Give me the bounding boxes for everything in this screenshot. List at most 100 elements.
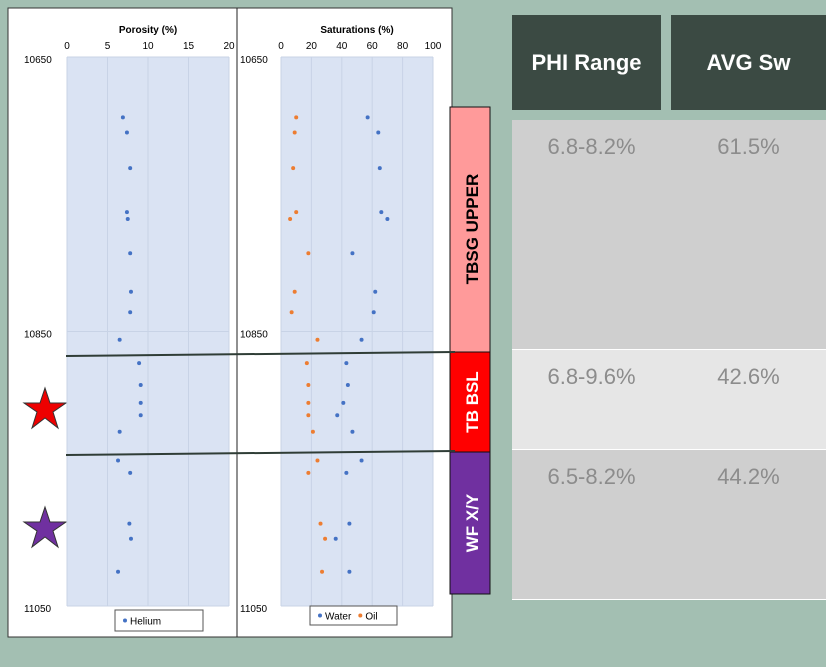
point bbox=[116, 569, 121, 574]
legend-box bbox=[114, 609, 204, 632]
point bbox=[117, 429, 122, 434]
point bbox=[306, 251, 311, 256]
legend-box bbox=[309, 605, 398, 626]
x-tick-label: 0 bbox=[278, 41, 284, 52]
point bbox=[365, 115, 370, 120]
point bbox=[125, 216, 130, 221]
point bbox=[117, 337, 122, 342]
legend-marker bbox=[123, 618, 127, 623]
legend-marker bbox=[318, 613, 322, 618]
zone-label: TBSG UPPER bbox=[463, 174, 482, 285]
point bbox=[128, 536, 133, 541]
point bbox=[306, 470, 311, 475]
table-cell: 42.6% bbox=[671, 350, 826, 450]
point bbox=[379, 210, 384, 215]
point bbox=[359, 458, 364, 463]
chart-title: Saturations (%) bbox=[320, 25, 393, 36]
zone-label: TB BSL bbox=[463, 371, 482, 432]
point bbox=[371, 310, 376, 315]
point bbox=[127, 521, 132, 526]
point bbox=[373, 289, 378, 294]
point bbox=[138, 413, 143, 418]
point bbox=[137, 361, 142, 366]
point bbox=[138, 400, 143, 405]
point bbox=[292, 289, 297, 294]
point bbox=[306, 383, 311, 388]
y-tick-label: 10850 bbox=[240, 330, 268, 341]
point bbox=[124, 130, 129, 135]
point bbox=[333, 536, 338, 541]
table-cell: 6.5-8.2% bbox=[512, 450, 671, 600]
point bbox=[288, 216, 293, 221]
table-cell: 44.2% bbox=[671, 450, 826, 600]
legend-label: Oil bbox=[365, 612, 377, 623]
zone-box bbox=[449, 106, 491, 353]
y-tick-label: 10650 bbox=[24, 55, 52, 66]
zone-line bbox=[65, 351, 456, 357]
table-cell: 6.8-9.6% bbox=[512, 350, 671, 450]
point bbox=[347, 521, 352, 526]
point bbox=[323, 536, 328, 541]
chart-title: Porosity (%) bbox=[119, 25, 177, 36]
point bbox=[294, 115, 299, 120]
star bbox=[22, 505, 68, 549]
x-tick-label: 40 bbox=[336, 41, 348, 52]
point bbox=[310, 429, 315, 434]
table-cell: 6.8-8.2% bbox=[512, 120, 671, 350]
zone-label: WF X/Y bbox=[463, 493, 482, 552]
point bbox=[289, 310, 294, 315]
point bbox=[304, 361, 309, 366]
point bbox=[306, 400, 311, 405]
zone-box bbox=[449, 451, 491, 595]
zone-line bbox=[65, 450, 456, 456]
point bbox=[138, 383, 143, 388]
point bbox=[335, 413, 340, 418]
legend-marker bbox=[358, 613, 363, 618]
point bbox=[376, 130, 381, 135]
point bbox=[350, 429, 355, 434]
point bbox=[359, 337, 364, 342]
point bbox=[128, 251, 133, 256]
point bbox=[124, 210, 129, 215]
x-tick-label: 20 bbox=[306, 41, 318, 52]
point bbox=[345, 383, 350, 388]
star bbox=[22, 386, 68, 430]
point bbox=[306, 413, 311, 418]
point bbox=[315, 458, 320, 463]
legend-label: Helium bbox=[130, 617, 161, 628]
point bbox=[377, 166, 382, 171]
y-tick-label: 11050 bbox=[24, 604, 52, 615]
y-tick-label: 10650 bbox=[240, 55, 268, 66]
table-cell: 61.5% bbox=[671, 120, 826, 350]
point bbox=[350, 251, 355, 256]
x-tick-label: 5 bbox=[105, 41, 111, 52]
point bbox=[292, 130, 297, 135]
point bbox=[344, 470, 349, 475]
point bbox=[291, 166, 296, 171]
x-tick-label: 10 bbox=[142, 41, 154, 52]
point bbox=[128, 470, 133, 475]
table-header: AVG Sw bbox=[671, 15, 826, 110]
x-tick-label: 15 bbox=[183, 41, 195, 52]
x-tick-label: 20 bbox=[223, 41, 235, 52]
legend-label: Water bbox=[325, 612, 352, 623]
point bbox=[318, 521, 323, 526]
x-tick-label: 80 bbox=[397, 41, 409, 52]
x-tick-label: 100 bbox=[425, 41, 442, 52]
point bbox=[294, 210, 299, 215]
point bbox=[344, 361, 349, 366]
point bbox=[128, 310, 133, 315]
point bbox=[385, 216, 390, 221]
point bbox=[116, 458, 121, 463]
x-tick-label: 60 bbox=[367, 41, 379, 52]
point bbox=[341, 400, 346, 405]
point bbox=[320, 569, 325, 574]
point bbox=[128, 289, 133, 294]
y-tick-label: 11050 bbox=[240, 604, 268, 615]
point bbox=[315, 337, 320, 342]
point bbox=[128, 166, 133, 171]
table-header: PHI Range bbox=[512, 15, 661, 110]
y-tick-label: 10850 bbox=[24, 330, 52, 341]
